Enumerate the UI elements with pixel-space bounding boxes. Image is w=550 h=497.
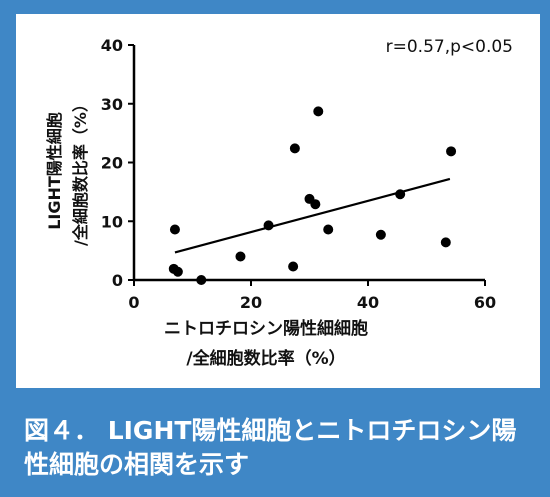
data-point [196, 275, 207, 285]
data-point [446, 146, 457, 157]
data-point [235, 251, 246, 262]
y-axis-label-line2: /全細胞数比率（%） [71, 96, 90, 246]
data-point [289, 143, 300, 154]
scatter-chart: 0 20 40 60 0 10 20 30 40 r=0.57,p<0.05 ニトロチロシン陽性… [45, 36, 513, 369]
data-point [323, 224, 334, 235]
correlation-annotation: r=0.57,p<0.05 [386, 37, 513, 57]
plot-panel: 0 20 40 60 0 10 20 30 40 r=0.57,p<0.05 ニトロチロシン陽性… [16, 14, 540, 388]
figure-caption: 図４． LIGHT陽性細胞とニトロチロシン陽 性細胞の相関を示す [24, 414, 544, 482]
data-point [375, 229, 386, 240]
x-axis-label-line1: ニトロチロシン陽性細細胞 [164, 318, 368, 339]
x-tick-label: 40 [357, 293, 379, 312]
y-axis-label-line1: LIGHT陽性細胞 [45, 112, 64, 230]
caption-line2: 性細胞の相関を示す [24, 450, 250, 479]
y-tick-label: 10 [101, 212, 123, 231]
data-point [172, 266, 183, 277]
y-tick-label: 0 [112, 271, 123, 290]
data-point [169, 224, 180, 235]
data-point [395, 189, 406, 200]
caption-line1: 図４． LIGHT陽性細胞とニトロチロシン陽 [24, 416, 517, 445]
y-tick-label: 30 [101, 95, 123, 114]
regression-line [174, 177, 451, 254]
data-point [310, 199, 321, 210]
data-point [440, 237, 451, 248]
y-tick-label: 20 [101, 154, 123, 173]
x-axis-label-line2: /全細胞数比率（%） [186, 348, 345, 369]
data-point [288, 261, 299, 272]
y-tick-label: 40 [101, 36, 123, 55]
x-tick-label: 20 [240, 293, 262, 312]
x-tick-label: 0 [128, 293, 139, 312]
x-tick-label: 60 [474, 293, 496, 312]
data-point [263, 220, 274, 231]
data-point [313, 106, 324, 117]
